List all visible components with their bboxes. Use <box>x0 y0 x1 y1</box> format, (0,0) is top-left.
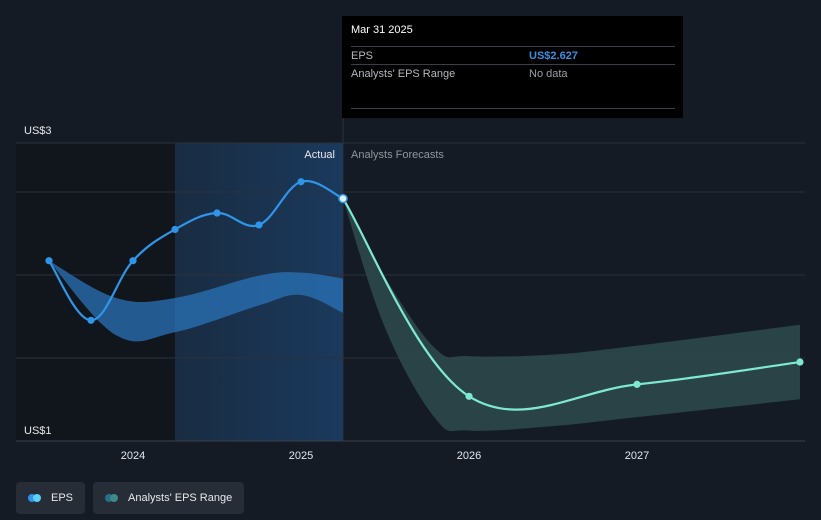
forecast-region-label: Analysts Forecasts <box>351 149 444 161</box>
eps-point[interactable] <box>213 209 221 217</box>
forecast-eps-line <box>342 197 801 411</box>
tooltip-date: Mar 31 2025 <box>351 24 413 36</box>
eps-point[interactable] <box>129 257 137 265</box>
forecast-point[interactable] <box>796 358 804 366</box>
range-legend-icon <box>105 494 121 502</box>
legend: EPS Analysts' EPS Range <box>16 482 245 514</box>
eps-point[interactable] <box>297 178 305 186</box>
actual-region-label: Actual <box>304 149 335 161</box>
forecast-point[interactable] <box>633 380 641 388</box>
tooltip-range-label: Analysts' EPS Range <box>351 67 456 80</box>
legend-item-range[interactable]: Analysts' EPS Range <box>93 482 245 514</box>
tooltip-range-value: No data <box>529 67 568 80</box>
eps-point[interactable] <box>338 193 348 204</box>
tooltip-divider <box>351 108 675 109</box>
actual-eps-range-band <box>49 260 343 342</box>
eps-point[interactable] <box>171 225 179 234</box>
forecast-eps-range-band <box>343 198 800 432</box>
x-tick-label: 2024 <box>121 450 145 462</box>
tooltip-eps-value: US$2.627 <box>529 49 578 62</box>
y-tick-label: US$3 <box>24 125 52 137</box>
x-tick-label: 2026 <box>457 450 481 462</box>
tooltip-eps-row: EPS US$2.627 <box>351 46 675 64</box>
x-tick-label: 2025 <box>289 450 313 462</box>
eps-legend-icon <box>28 494 44 502</box>
eps-point[interactable] <box>255 221 263 229</box>
tooltip-range-row: Analysts' EPS Range No data <box>351 64 675 82</box>
forecast-point[interactable] <box>465 392 473 400</box>
eps-point[interactable] <box>87 316 95 324</box>
legend-label-range: Analysts' EPS Range <box>128 492 233 504</box>
y-tick-label: US$1 <box>24 425 52 437</box>
legend-item-eps[interactable]: EPS <box>16 482 86 514</box>
tooltip-eps-label: EPS <box>351 49 374 62</box>
eps-point[interactable] <box>45 257 53 265</box>
legend-label-eps: EPS <box>51 492 74 504</box>
x-tick-label: 2027 <box>625 450 649 462</box>
data-tooltip: Mar 31 2025 EPS US$2.627 Analysts' EPS R… <box>342 16 683 118</box>
